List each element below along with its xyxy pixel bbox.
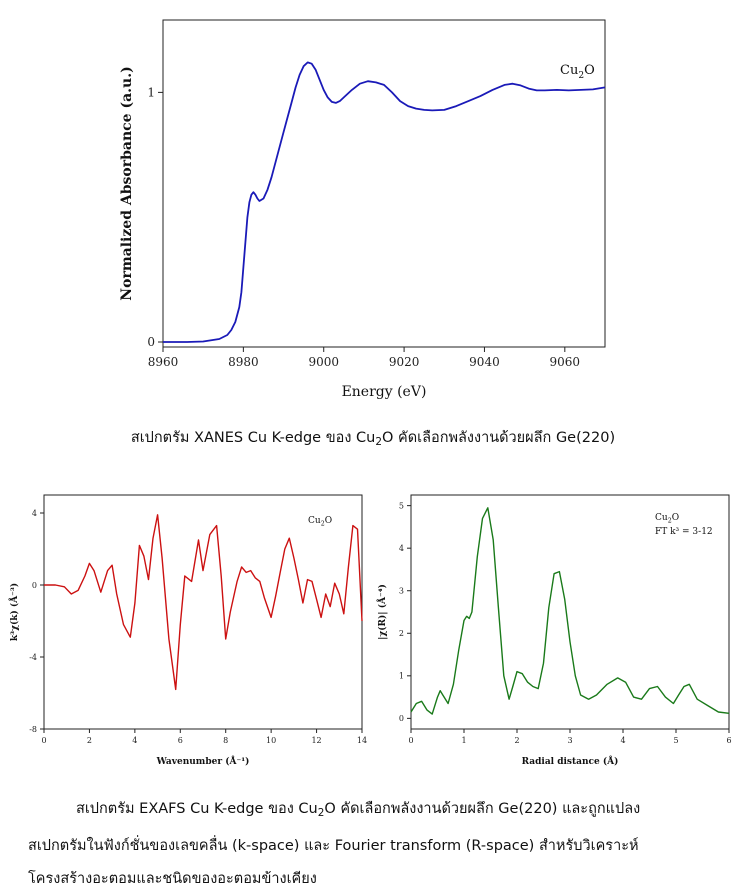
y-tick-label: 1 (147, 86, 155, 100)
x-tick-label: 14 (357, 736, 367, 745)
x-tick-label: 0 (41, 736, 46, 745)
x-tick-label: 6 (178, 736, 183, 745)
exafs-caption: สเปกตรัม EXAFS Cu K-edge ของ Cu2O คัดเลื… (28, 801, 641, 887)
y-tick-label: 4 (399, 544, 404, 553)
y-tick-label: 0 (32, 581, 37, 590)
y-axis-label: k³χ(k) (Å⁻³) (8, 583, 20, 641)
k-space-chart: 0 2 4 6 8 10 12 14 -8 -4 0 4 Wavenumber (Å⁻¹) k³χ(k) … (8, 494, 367, 767)
x-tick-label: 9000 (308, 355, 339, 369)
y-tick-label: 1 (399, 672, 404, 681)
legend-label: Cu2O (655, 513, 679, 525)
x-axis-label: Wavenumber (Å⁻¹) (156, 755, 250, 767)
y-tick-label: 4 (32, 509, 37, 518)
x-tick-label: 2 (87, 736, 92, 745)
x-tick-label: 4 (620, 736, 625, 745)
x-tick-label: 2 (514, 736, 519, 745)
y-tick-label: 5 (399, 501, 404, 510)
y-axis-label: Normalized Absorbance (a.u.) (119, 66, 135, 300)
x-tick-label: 9060 (550, 355, 581, 369)
x-axis-label: Energy (eV) (342, 384, 427, 400)
x-tick-label: 6 (726, 736, 731, 745)
series-line-0 (410, 507, 730, 715)
r-space-chart: 0 1 2 3 4 5 6 0 1 2 3 4 5 Radial distance (Å) |χ(R)| (… (376, 494, 732, 767)
series-line-0 (44, 514, 363, 691)
y-tick-label: 3 (399, 587, 404, 596)
y-tick-label: -8 (29, 725, 37, 734)
x-tick-label: 5 (673, 736, 678, 745)
xanes-caption: สเปกตรัม XANES Cu K-edge ของ Cu2O คัดเลื… (130, 430, 616, 448)
x-tick-label: 9040 (469, 355, 500, 369)
legend-label: Cu2O (560, 63, 595, 81)
y-tick-label: -4 (29, 653, 37, 662)
x-tick-label: 1 (461, 736, 466, 745)
x-tick-label: 0 (408, 736, 413, 745)
legend-label: Cu2O (308, 516, 332, 528)
series-line-0 (163, 61, 606, 343)
x-tick-label: 8 (223, 736, 228, 745)
y-axis-label: |χ(R)| (Å⁻⁴) (376, 584, 388, 640)
x-tick-label: 10 (266, 736, 276, 745)
x-axis-label: Radial distance (Å) (522, 755, 619, 767)
x-tick-label: 8980 (228, 355, 259, 369)
xanes-chart: 8960 8980 9000 9020 9040 9060 0 1 Energy (eV) Nor… (119, 19, 606, 400)
x-tick-label: 4 (132, 736, 137, 745)
plot-frame (43, 494, 363, 730)
y-tick-label: 0 (399, 714, 404, 723)
y-tick-label: 0 (147, 335, 155, 349)
ft-annotation: FT k³ = 3-12 (655, 527, 713, 537)
x-tick-label: 3 (567, 736, 572, 745)
y-tick-label: 2 (399, 629, 404, 638)
x-tick-label: 8960 (148, 355, 179, 369)
x-tick-label: 9020 (389, 355, 420, 369)
plot-frame (162, 19, 606, 348)
x-tick-label: 12 (311, 736, 321, 745)
